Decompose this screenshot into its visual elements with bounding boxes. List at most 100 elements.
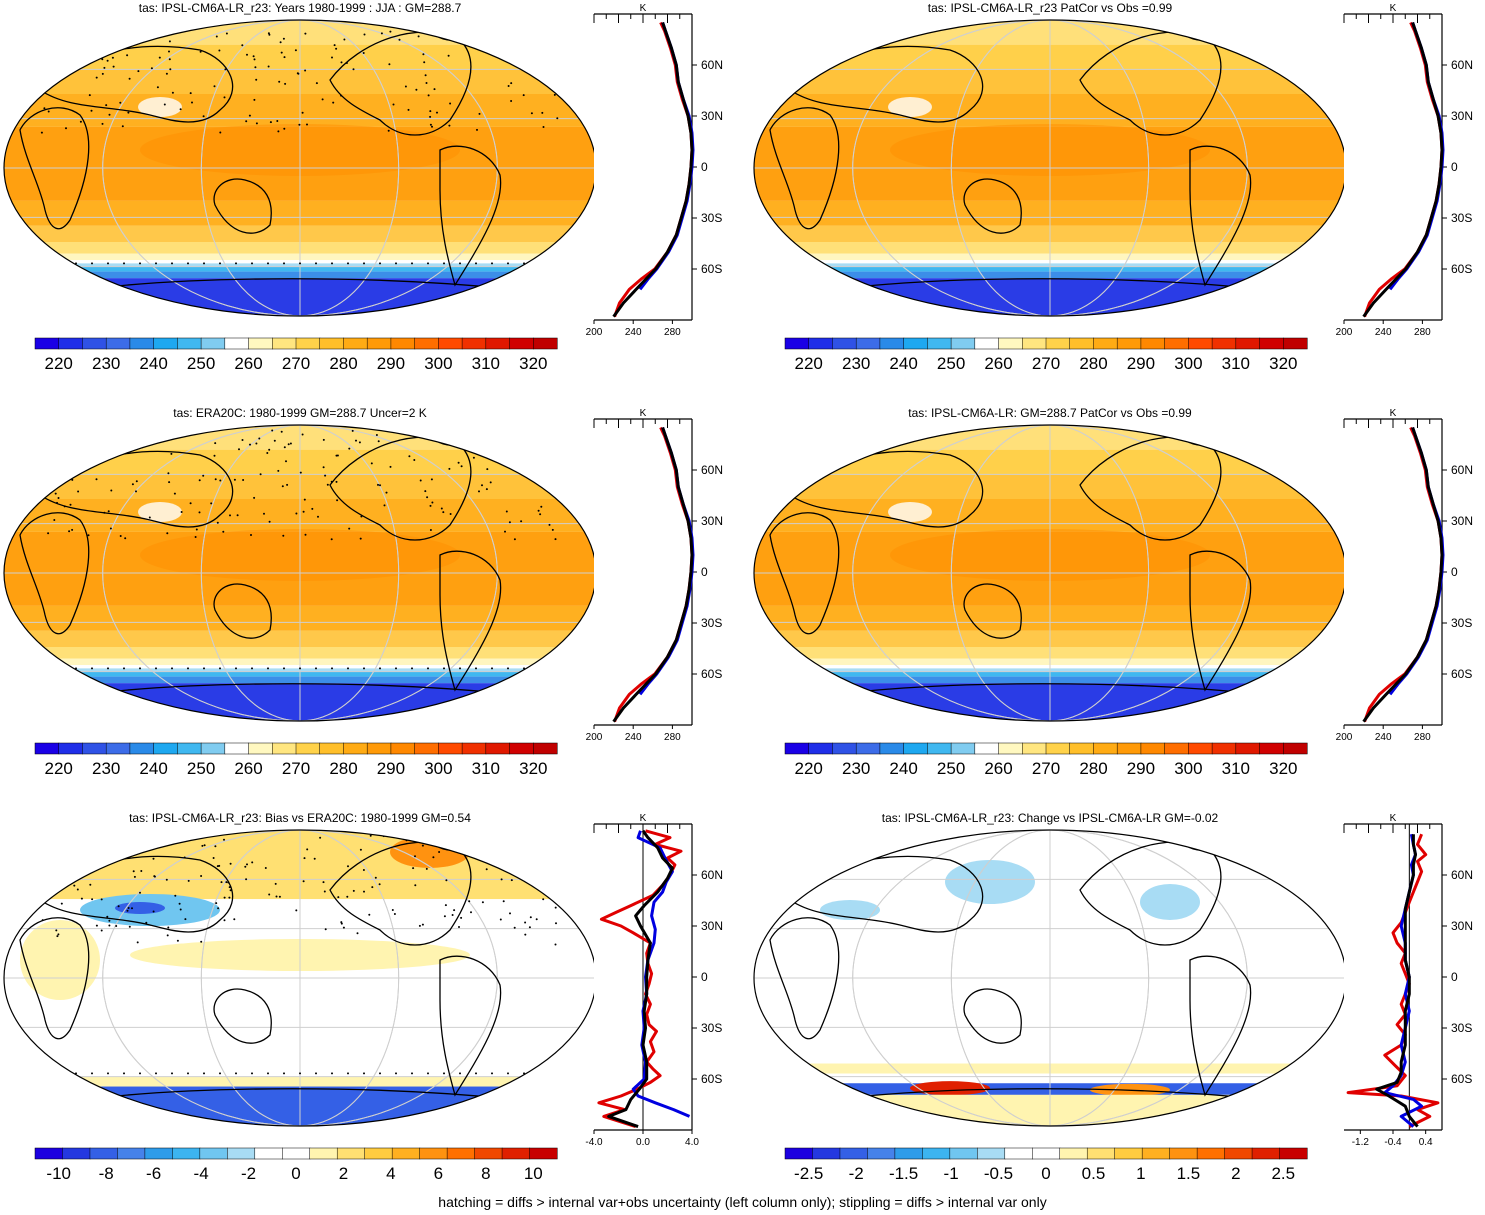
colorbar-swatch	[509, 337, 534, 350]
chart-title: tas: IPSL-CM6A-LR_r23: Change vs IPSL-CM…	[882, 811, 1219, 825]
colorbar-swatch	[200, 337, 226, 350]
profile-series-line	[1362, 427, 1444, 723]
colorbar: 220 230 240 250 260 270 280 290 300 310 320	[34, 337, 558, 373]
colorbar-tick-label: 240	[889, 759, 917, 778]
colorbar: -10 -8 -6 -4 -2 0 2 4 6 8 10	[34, 1147, 558, 1183]
profile-tick-label: 4.0	[685, 1137, 699, 1148]
colorbar-swatch	[414, 742, 439, 755]
colorbar-swatch	[391, 1147, 421, 1160]
colorbar-swatch	[366, 742, 392, 755]
colorbar-tick-label: 250	[937, 354, 965, 373]
colorbar-tick-label: 320	[519, 759, 547, 778]
profile-tick-label: -4.0	[585, 1137, 603, 1148]
colorbar-swatch	[950, 742, 976, 755]
colorbar-swatch	[501, 1147, 531, 1160]
colorbar-swatch	[272, 742, 297, 755]
colorbar-tick-label: 1	[1136, 1164, 1145, 1183]
coastlines	[19, 425, 521, 696]
colorbar-swatch	[1224, 1147, 1253, 1160]
profile-lat-label: 30N	[1451, 514, 1473, 528]
profile-series-line	[1375, 834, 1419, 1128]
colorbar-tick-label: 230	[842, 759, 870, 778]
colorbar-swatch	[319, 337, 345, 350]
graticule	[4, 830, 596, 1126]
chart-panel-2: tas: IPSL-CM6A-LR_r23 PatCor vs Obs =0.9…	[750, 0, 1485, 400]
colorbar-swatch	[1164, 742, 1189, 755]
colorbar-tick-label: 10	[524, 1164, 543, 1183]
colorbar-swatch	[224, 742, 250, 755]
colorbar-tick-label: 310	[1222, 354, 1250, 373]
colorbar-swatch	[1169, 1147, 1198, 1160]
profile-lat-label: 60N	[701, 58, 723, 72]
profile-lat-label: 60S	[701, 262, 722, 276]
profile-lat-label: 30N	[701, 514, 723, 528]
colorbar-tick-label: 300	[1174, 354, 1202, 373]
colorbar-tick-label: 310	[1222, 759, 1250, 778]
profile-xlabel: K	[1390, 813, 1397, 824]
colorbar-tick-label: 250	[187, 354, 215, 373]
colorbar-swatch	[153, 337, 178, 350]
colorbar-swatch	[446, 1147, 476, 1160]
colorbar-tick-label: 280	[1079, 354, 1107, 373]
colorbar-swatch	[1114, 1147, 1143, 1160]
footnote: hatching = diffs > internal var+obs unce…	[438, 1194, 1047, 1210]
colorbar-swatch	[1022, 742, 1047, 755]
colorbar-swatch	[1093, 337, 1118, 350]
colorbar-swatch	[1235, 337, 1261, 350]
colorbar-swatch	[224, 337, 250, 350]
colorbar-swatch	[390, 337, 416, 350]
chart-svg-1: tas: IPSL-CM6A-LR_r23: Years 1980-1999 :…	[3, 1, 723, 373]
colorbar-tick-label: -2.5	[794, 1164, 823, 1183]
colorbar-tick-label: 240	[889, 354, 917, 373]
colorbar-swatch	[390, 742, 416, 755]
profile-lat-label: 0	[1451, 970, 1458, 984]
colorbar-tick-label: -2	[241, 1164, 256, 1183]
colorbar-swatch	[808, 742, 834, 755]
profile-lat-label: 0	[701, 160, 708, 174]
colorbar-tick-label: -6	[146, 1164, 161, 1183]
colorbar-swatch	[117, 1147, 146, 1160]
profile-lat-label: 0	[1451, 565, 1458, 579]
colorbar-swatch	[1283, 337, 1308, 350]
colorbar-swatch	[927, 742, 952, 755]
colorbar-swatch	[1032, 1147, 1061, 1160]
colorbar-swatch	[867, 1147, 896, 1160]
profile-lat-label: 60N	[701, 463, 723, 477]
zonal-profile: K 60N 30N 0 30S 60S 200 240 280	[1336, 3, 1473, 338]
colorbar-swatch	[1251, 1147, 1281, 1160]
colorbar-swatch	[58, 742, 84, 755]
colorbar-swatch	[1283, 742, 1308, 755]
colorbar-swatch	[282, 1147, 311, 1160]
colorbar-swatch	[1059, 1147, 1088, 1160]
colorbar-swatch	[366, 337, 392, 350]
profile-xlabel: K	[640, 408, 647, 419]
profile-tick-label: 280	[664, 732, 681, 743]
profile-tick-label: 280	[664, 327, 681, 338]
profile-series-line	[612, 427, 694, 723]
profile-xlabel: K	[1390, 408, 1397, 419]
profile-lat-label: 60N	[1451, 463, 1473, 477]
colorbar-tick-label: 0.5	[1082, 1164, 1106, 1183]
chart-svg-5: tas: IPSL-CM6A-LR_r23: Bias vs ERA20C: 1…	[3, 811, 723, 1183]
colorbar-swatch	[1211, 742, 1237, 755]
colorbar-tick-label: -4	[194, 1164, 209, 1183]
colorbar-swatch	[1211, 337, 1237, 350]
colorbar-swatch	[839, 1147, 868, 1160]
profile-tick-label: 0.4	[1419, 1137, 1433, 1148]
zonal-profile: K 60N 30N 0 30S 60S 200 240 280	[1336, 408, 1473, 743]
colorbar-swatch	[248, 742, 273, 755]
profile-series-line	[1362, 22, 1444, 318]
colorbar-swatch	[533, 742, 558, 755]
colorbar-swatch	[254, 1147, 283, 1160]
colorbar-tick-label: 280	[329, 354, 357, 373]
colorbar-tick-label: 0	[291, 1164, 300, 1183]
colorbar-tick-label: 310	[472, 354, 500, 373]
colorbar-swatch	[1093, 742, 1118, 755]
colorbar-swatch	[105, 742, 131, 755]
colorbar-tick-label: 260	[234, 354, 262, 373]
profile-xlabel: K	[640, 813, 647, 824]
profile-tick-label: 240	[625, 327, 642, 338]
graticule	[754, 425, 1346, 721]
profile-lat-label: 30S	[701, 1021, 722, 1035]
colorbar-swatch	[927, 337, 952, 350]
